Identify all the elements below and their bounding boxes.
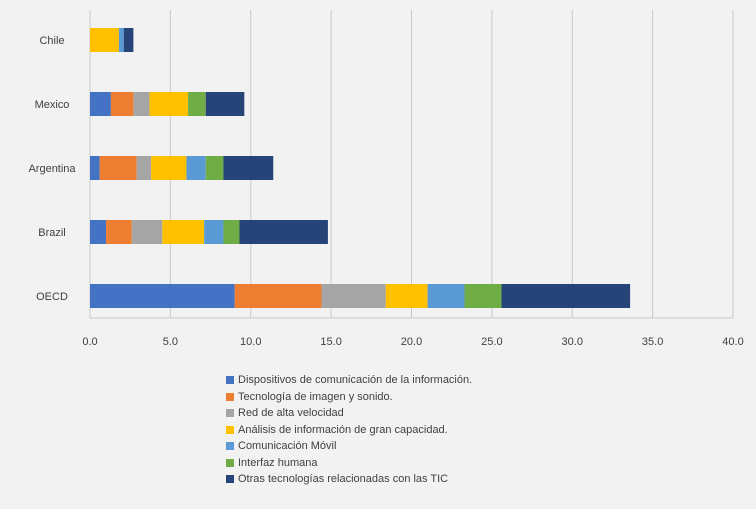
legend-item: Interfaz humana	[226, 455, 472, 472]
x-tick-label: 35.0	[642, 336, 663, 348]
x-tick-label: 30.0	[562, 336, 583, 348]
x-tick-label: 5.0	[163, 336, 178, 348]
bar-segment	[385, 284, 428, 308]
bar-segment	[123, 28, 134, 52]
y-category-label: OECD	[36, 291, 68, 303]
x-tick-label: 25.0	[481, 336, 502, 348]
y-category-label: Argentina	[28, 163, 76, 175]
legend-item: Análisis de información de gran capacida…	[226, 422, 472, 439]
bar-segment	[162, 220, 205, 244]
bar-segment	[464, 284, 502, 308]
bar-segment	[234, 284, 322, 308]
bar-segment	[223, 156, 274, 180]
bar-segment	[205, 156, 224, 180]
legend-swatch	[226, 392, 234, 401]
legend-item: Otras tecnologías relacionadas con las T…	[226, 471, 472, 488]
legend-label: Dispositivos de comunicación de la infor…	[238, 374, 473, 386]
bar-segment	[186, 156, 206, 180]
bar-segment	[427, 284, 465, 308]
legend-item: Tecnología de imagen y sonido.	[226, 389, 472, 406]
legend-swatch	[226, 458, 234, 467]
bar-segment	[239, 220, 328, 244]
legend-swatch	[226, 409, 234, 418]
bar-segment	[204, 220, 224, 244]
bar-segment	[149, 92, 189, 116]
bar-segment	[118, 28, 124, 52]
bar-segment	[136, 156, 152, 180]
legend-label: Interfaz humana	[238, 456, 318, 469]
legend-label: Tecnología de imagen y sonido.	[238, 390, 393, 403]
x-tick-label: 40.0	[722, 336, 743, 348]
legend-label: Red de alta velocidad	[238, 407, 344, 419]
x-tick-label: 0.0	[82, 336, 97, 348]
bar-segment	[321, 284, 386, 308]
bar-segment	[188, 92, 206, 116]
bar-segment	[90, 156, 100, 180]
bar-segment	[501, 284, 631, 308]
bar-segment	[133, 92, 150, 116]
legend-item: Red de alta velocidad	[226, 405, 472, 422]
bar-segment	[90, 284, 235, 308]
y-category-label: Brazil	[38, 227, 66, 239]
legend-label: Otras tecnologías relacionadas con las T…	[238, 473, 449, 485]
legend-swatch	[226, 376, 234, 385]
bar-segment	[205, 92, 245, 116]
bar-segment	[223, 220, 240, 244]
legend-swatch	[226, 425, 234, 434]
legend-label: Comunicación Móvil	[238, 440, 337, 452]
x-tick-label: 10.0	[240, 336, 261, 348]
bar-segment	[106, 220, 132, 244]
bar-segment	[99, 156, 137, 180]
bar-segment	[90, 92, 111, 116]
legend-item: Dispositivos de comunicación de la infor…	[226, 372, 472, 389]
legend-swatch	[226, 475, 234, 484]
legend-label: Análisis de información de gran capacida…	[238, 423, 448, 436]
bar-segment	[90, 220, 107, 244]
y-category-label: Chile	[39, 35, 64, 47]
y-category-label: Mexico	[35, 99, 70, 111]
x-tick-label: 20.0	[401, 336, 422, 348]
x-tick-label: 15.0	[320, 336, 341, 348]
legend-item: Comunicación Móvil	[226, 438, 472, 455]
chart-legend: Dispositivos de comunicación de la infor…	[226, 372, 472, 488]
legend-swatch	[226, 442, 234, 451]
bar-segment	[90, 28, 119, 52]
bar-segment	[110, 92, 134, 116]
bar-segment	[151, 156, 187, 180]
bar-segment	[131, 220, 163, 244]
